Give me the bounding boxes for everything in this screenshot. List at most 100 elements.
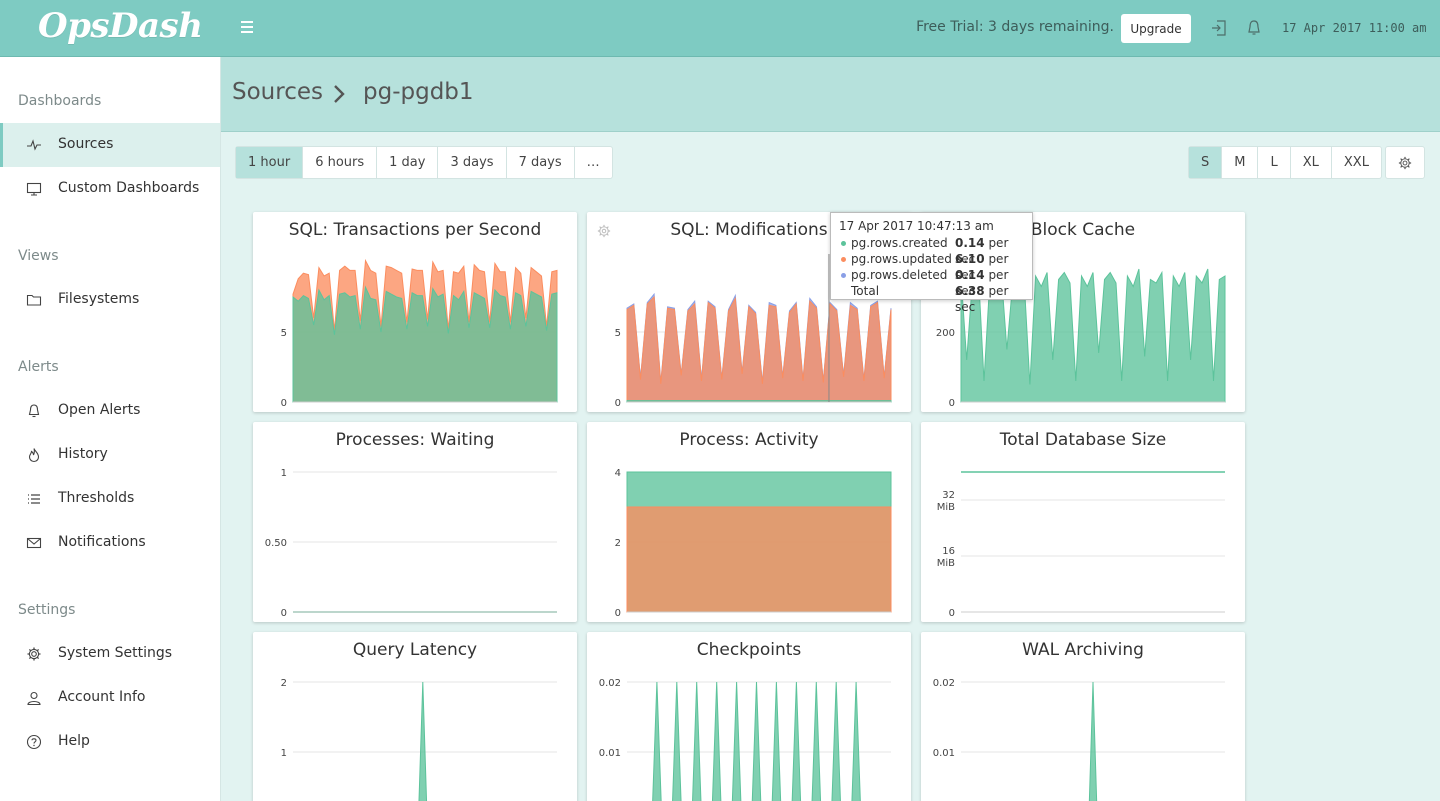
y-tick-label: 16 bbox=[942, 546, 955, 557]
help-icon bbox=[26, 734, 42, 750]
sidebar-item-sources[interactable]: Sources bbox=[0, 123, 220, 167]
y-tick-label: 0 bbox=[281, 608, 287, 619]
envelope-icon bbox=[26, 537, 42, 549]
sidebar-item-system-settings[interactable]: System Settings bbox=[0, 632, 220, 676]
sidebar-item-notifications[interactable]: Notifications bbox=[0, 521, 220, 565]
range-more[interactable]: … bbox=[586, 155, 600, 170]
chart-panel-processes-waiting[interactable]: Processes: Waiting 0 0.50 1 bbox=[253, 422, 577, 622]
sidebar-item-help[interactable]: Help bbox=[0, 720, 220, 764]
chart-title: Block Cache bbox=[1030, 220, 1136, 240]
y-tick-label: 32 bbox=[942, 490, 955, 501]
panel-gear-icon[interactable] bbox=[597, 224, 611, 238]
size-s[interactable]: S bbox=[1189, 147, 1223, 178]
list-icon bbox=[28, 494, 40, 504]
y-tick-label: 0 bbox=[281, 398, 287, 409]
sidebar-item-custom-dashboards[interactable]: Custom Dashboards bbox=[0, 167, 220, 211]
sidebar-item-history[interactable]: History bbox=[0, 433, 220, 477]
chart-wal-archiving: 0.01 0.02 bbox=[933, 678, 1225, 801]
monitor-icon bbox=[26, 182, 42, 196]
y-tick-unit: MiB bbox=[937, 558, 955, 569]
y-tick-unit: MiB bbox=[937, 502, 955, 513]
tooltip-time: 17 Apr 2017 10:47:13 am bbox=[839, 219, 994, 233]
hamburger-menu-icon[interactable] bbox=[238, 18, 256, 38]
chart-panel-database-size[interactable]: Total Database Size 0 16 MiB 32 MiB bbox=[921, 422, 1245, 622]
chart-modifications: 05 bbox=[615, 254, 892, 409]
legend-dot bbox=[841, 257, 846, 262]
series-area-checkpoints bbox=[652, 681, 861, 801]
tooltip-unit: per sec bbox=[955, 284, 1009, 314]
sidebar-item-filesystems[interactable]: Filesystems bbox=[0, 278, 220, 322]
chart-panel-checkpoints[interactable]: Checkpoints 0.01 0.02 bbox=[587, 632, 911, 801]
y-tick-label: 1 bbox=[281, 468, 287, 479]
upgrade-button[interactable]: Upgrade bbox=[1121, 14, 1191, 43]
y-tick-label: 0.50 bbox=[265, 538, 287, 549]
y-tick-label: 0.02 bbox=[933, 678, 955, 689]
range-1-day[interactable]: 1 day bbox=[377, 147, 439, 178]
trial-notice: Free Trial: 3 days remaining. bbox=[916, 19, 1114, 35]
range-7-days[interactable]: 7 days bbox=[507, 147, 575, 178]
tooltip-series-name: pg.rows.updated bbox=[851, 252, 952, 266]
y-tick-label: 0.02 bbox=[599, 678, 621, 689]
gear-icon bbox=[27, 647, 41, 661]
pulse-icon bbox=[27, 139, 41, 151]
top-bar: OpsDash Free Trial: 3 days remaining. Up… bbox=[0, 0, 1440, 57]
chart-title: Checkpoints bbox=[696, 640, 802, 660]
y-tick-label: 0 bbox=[615, 608, 621, 619]
chart-query-latency: 12 bbox=[281, 678, 557, 801]
sidebar-item-open-alerts[interactable]: Open Alerts bbox=[0, 389, 220, 433]
user-icon bbox=[27, 691, 41, 706]
bell-icon[interactable] bbox=[1245, 19, 1263, 37]
size-l[interactable]: L bbox=[1258, 147, 1291, 178]
tooltip-value: 0.14 bbox=[955, 268, 985, 282]
tooltip-row: pg.rows.created 0.14 per sec bbox=[839, 235, 1024, 266]
sidebar-item-label: History bbox=[58, 446, 108, 462]
size-xl[interactable]: XL bbox=[1291, 147, 1332, 178]
sidebar-item-label: System Settings bbox=[58, 645, 173, 661]
range-6-hours[interactable]: 6 hours bbox=[303, 147, 378, 178]
y-tick-label: 5 bbox=[615, 328, 621, 339]
chart-title: SQL: Modifications bbox=[670, 220, 828, 240]
sidebar-item-label: Custom Dashboards bbox=[58, 180, 200, 196]
dashboard-settings-button[interactable] bbox=[1385, 146, 1425, 179]
breadcrumb-root[interactable]: Sources bbox=[232, 79, 323, 105]
y-tick-label: 4 bbox=[615, 468, 621, 479]
chart-title: SQL: Transactions per Second bbox=[288, 220, 542, 240]
breadcrumb-current: pg-pgdb1 bbox=[363, 79, 474, 105]
opsdash-logo[interactable]: OpsDash bbox=[38, 6, 203, 46]
y-tick-label: 0.01 bbox=[599, 748, 621, 759]
bell-icon bbox=[28, 404, 40, 418]
gear-icon bbox=[1398, 156, 1412, 170]
range-3-days[interactable]: 3 days bbox=[438, 147, 507, 178]
chevron-right-icon bbox=[334, 85, 345, 103]
chart-processes-waiting: 0 0.50 1 bbox=[265, 468, 557, 619]
tooltip-unit: per sec bbox=[955, 236, 1009, 266]
section-title-dashboards: Dashboards bbox=[18, 93, 102, 109]
tooltip-series-name: Total bbox=[851, 284, 880, 298]
chart-transactions: 05 bbox=[281, 258, 558, 409]
legend-dot bbox=[841, 273, 846, 278]
size-xxl[interactable]: XXL bbox=[1343, 155, 1369, 170]
chart-tooltip: 17 Apr 2017 10:47:13 am pg.rows.created … bbox=[830, 212, 1033, 314]
legend-dot bbox=[841, 241, 846, 246]
sidebar-item-account-info[interactable]: Account Info bbox=[0, 676, 220, 720]
tooltip-row: pg.rows.updated 6.10 per sec bbox=[839, 251, 1024, 282]
range-1-hour[interactable]: 1 hour bbox=[236, 147, 304, 178]
chart-title: Process: Activity bbox=[679, 430, 819, 450]
size-m[interactable]: M bbox=[1222, 147, 1259, 178]
y-tick-label: 1 bbox=[281, 748, 287, 759]
chart-panel-process-activity[interactable]: Process: Activity 0 2 4 bbox=[587, 422, 911, 622]
chart-panel-wal-archiving[interactable]: WAL Archiving 0.01 0.02 bbox=[921, 632, 1245, 801]
folder-icon bbox=[26, 294, 42, 306]
sidebar-item-label: Help bbox=[58, 733, 90, 749]
sidebar-item-label: Account Info bbox=[58, 689, 146, 705]
chart-process-activity: 0 2 4 bbox=[615, 468, 892, 619]
tooltip-series-name: pg.rows.deleted bbox=[851, 268, 948, 282]
sidebar-item-thresholds[interactable]: Thresholds bbox=[0, 477, 220, 521]
chart-checkpoints: 0.01 0.02 bbox=[599, 678, 891, 801]
logout-icon[interactable] bbox=[1210, 19, 1228, 37]
tooltip-series-name: pg.rows.created bbox=[851, 236, 948, 250]
chart-title: Total Database Size bbox=[999, 430, 1167, 450]
tooltip-value: 0.14 bbox=[955, 236, 985, 250]
